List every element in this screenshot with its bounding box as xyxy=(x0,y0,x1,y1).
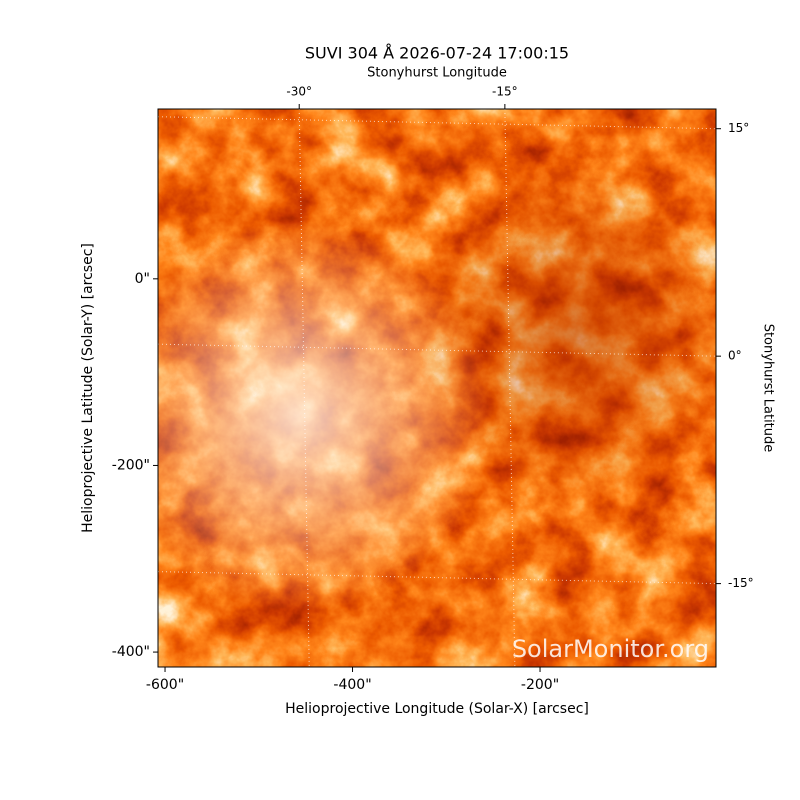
y2-tick-label: 0° xyxy=(728,349,742,363)
x2-axis-label: Stonyhurst Longitude xyxy=(367,66,507,81)
plot-frame xyxy=(157,108,717,668)
y-axis-label: Helioprojective Latitude (Solar-Y) [arcs… xyxy=(80,243,96,533)
y2-tick-label: -15° xyxy=(728,576,754,590)
y-tick-label: -200" xyxy=(112,457,150,473)
x2-tick-label: -15° xyxy=(492,85,518,99)
x-tick-label: -600" xyxy=(146,677,184,693)
y2-tick-label: 15° xyxy=(728,121,749,135)
x-tick-label: -400" xyxy=(333,677,371,693)
y-tick-label: -400" xyxy=(112,644,150,660)
y-tick-label: 0" xyxy=(135,271,150,287)
x2-tick-label: -30° xyxy=(286,85,312,99)
x-tick-label: -200" xyxy=(521,677,559,693)
chart-title: SUVI 304 Å 2026-07-24 17:00:15 xyxy=(305,44,569,63)
x-axis-label: Helioprojective Longitude (Solar-X) [arc… xyxy=(285,701,589,717)
image-shadow xyxy=(158,109,716,667)
watermark: SolarMonitor.org xyxy=(512,635,709,663)
y2-axis-label: Stonyhurst Latitude xyxy=(761,324,776,453)
